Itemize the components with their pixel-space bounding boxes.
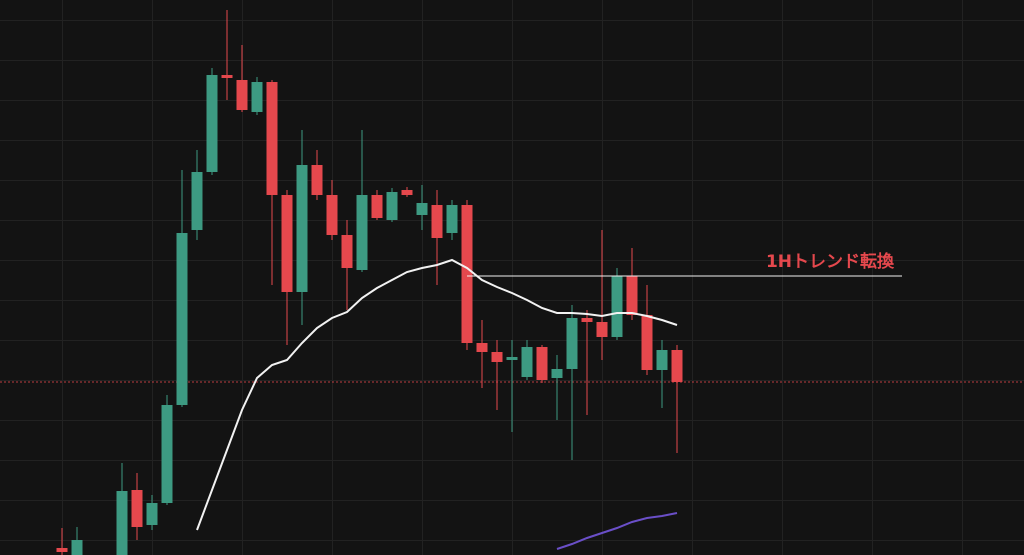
- candle-body: [146, 503, 158, 525]
- candle-body: [626, 276, 638, 315]
- candle-body: [641, 315, 653, 370]
- candle-body: [506, 357, 518, 360]
- candle-body: [371, 195, 383, 218]
- candle-body: [131, 490, 143, 527]
- candle-body: [446, 205, 458, 233]
- candle-body: [566, 318, 578, 369]
- candle-body: [461, 205, 473, 343]
- candle-body: [476, 343, 488, 352]
- candle-body: [326, 195, 338, 235]
- candle-body: [671, 350, 683, 382]
- candle-body: [656, 350, 668, 370]
- candle-body: [116, 491, 128, 555]
- candle-body: [161, 405, 173, 503]
- candle-body: [356, 195, 368, 270]
- candle-body: [296, 165, 308, 292]
- candle-body: [536, 347, 548, 380]
- candle-body: [401, 190, 413, 195]
- candle-body: [71, 540, 83, 555]
- candle-body: [191, 172, 203, 230]
- candle-body: [236, 80, 248, 110]
- candle-body: [56, 548, 68, 552]
- candle-body: [416, 203, 428, 215]
- candle-body: [581, 318, 593, 322]
- candle-body: [431, 205, 443, 238]
- candle-body: [176, 233, 188, 405]
- moving-average: [196, 258, 678, 531]
- candle-body: [551, 369, 563, 378]
- candle-body: [251, 82, 263, 112]
- moving-average: [556, 512, 678, 550]
- candle-body: [596, 322, 608, 337]
- candle-body: [311, 165, 323, 195]
- candle-body: [491, 352, 503, 362]
- trend-label: 1Hトレンド転換: [766, 251, 895, 272]
- candle-body: [281, 195, 293, 292]
- candle-body: [341, 235, 353, 268]
- candle-body: [221, 75, 233, 78]
- candle-body: [206, 75, 218, 172]
- candle-body: [266, 82, 278, 195]
- candle-body: [521, 347, 533, 377]
- candle-body: [386, 192, 398, 220]
- candle-body: [611, 276, 623, 337]
